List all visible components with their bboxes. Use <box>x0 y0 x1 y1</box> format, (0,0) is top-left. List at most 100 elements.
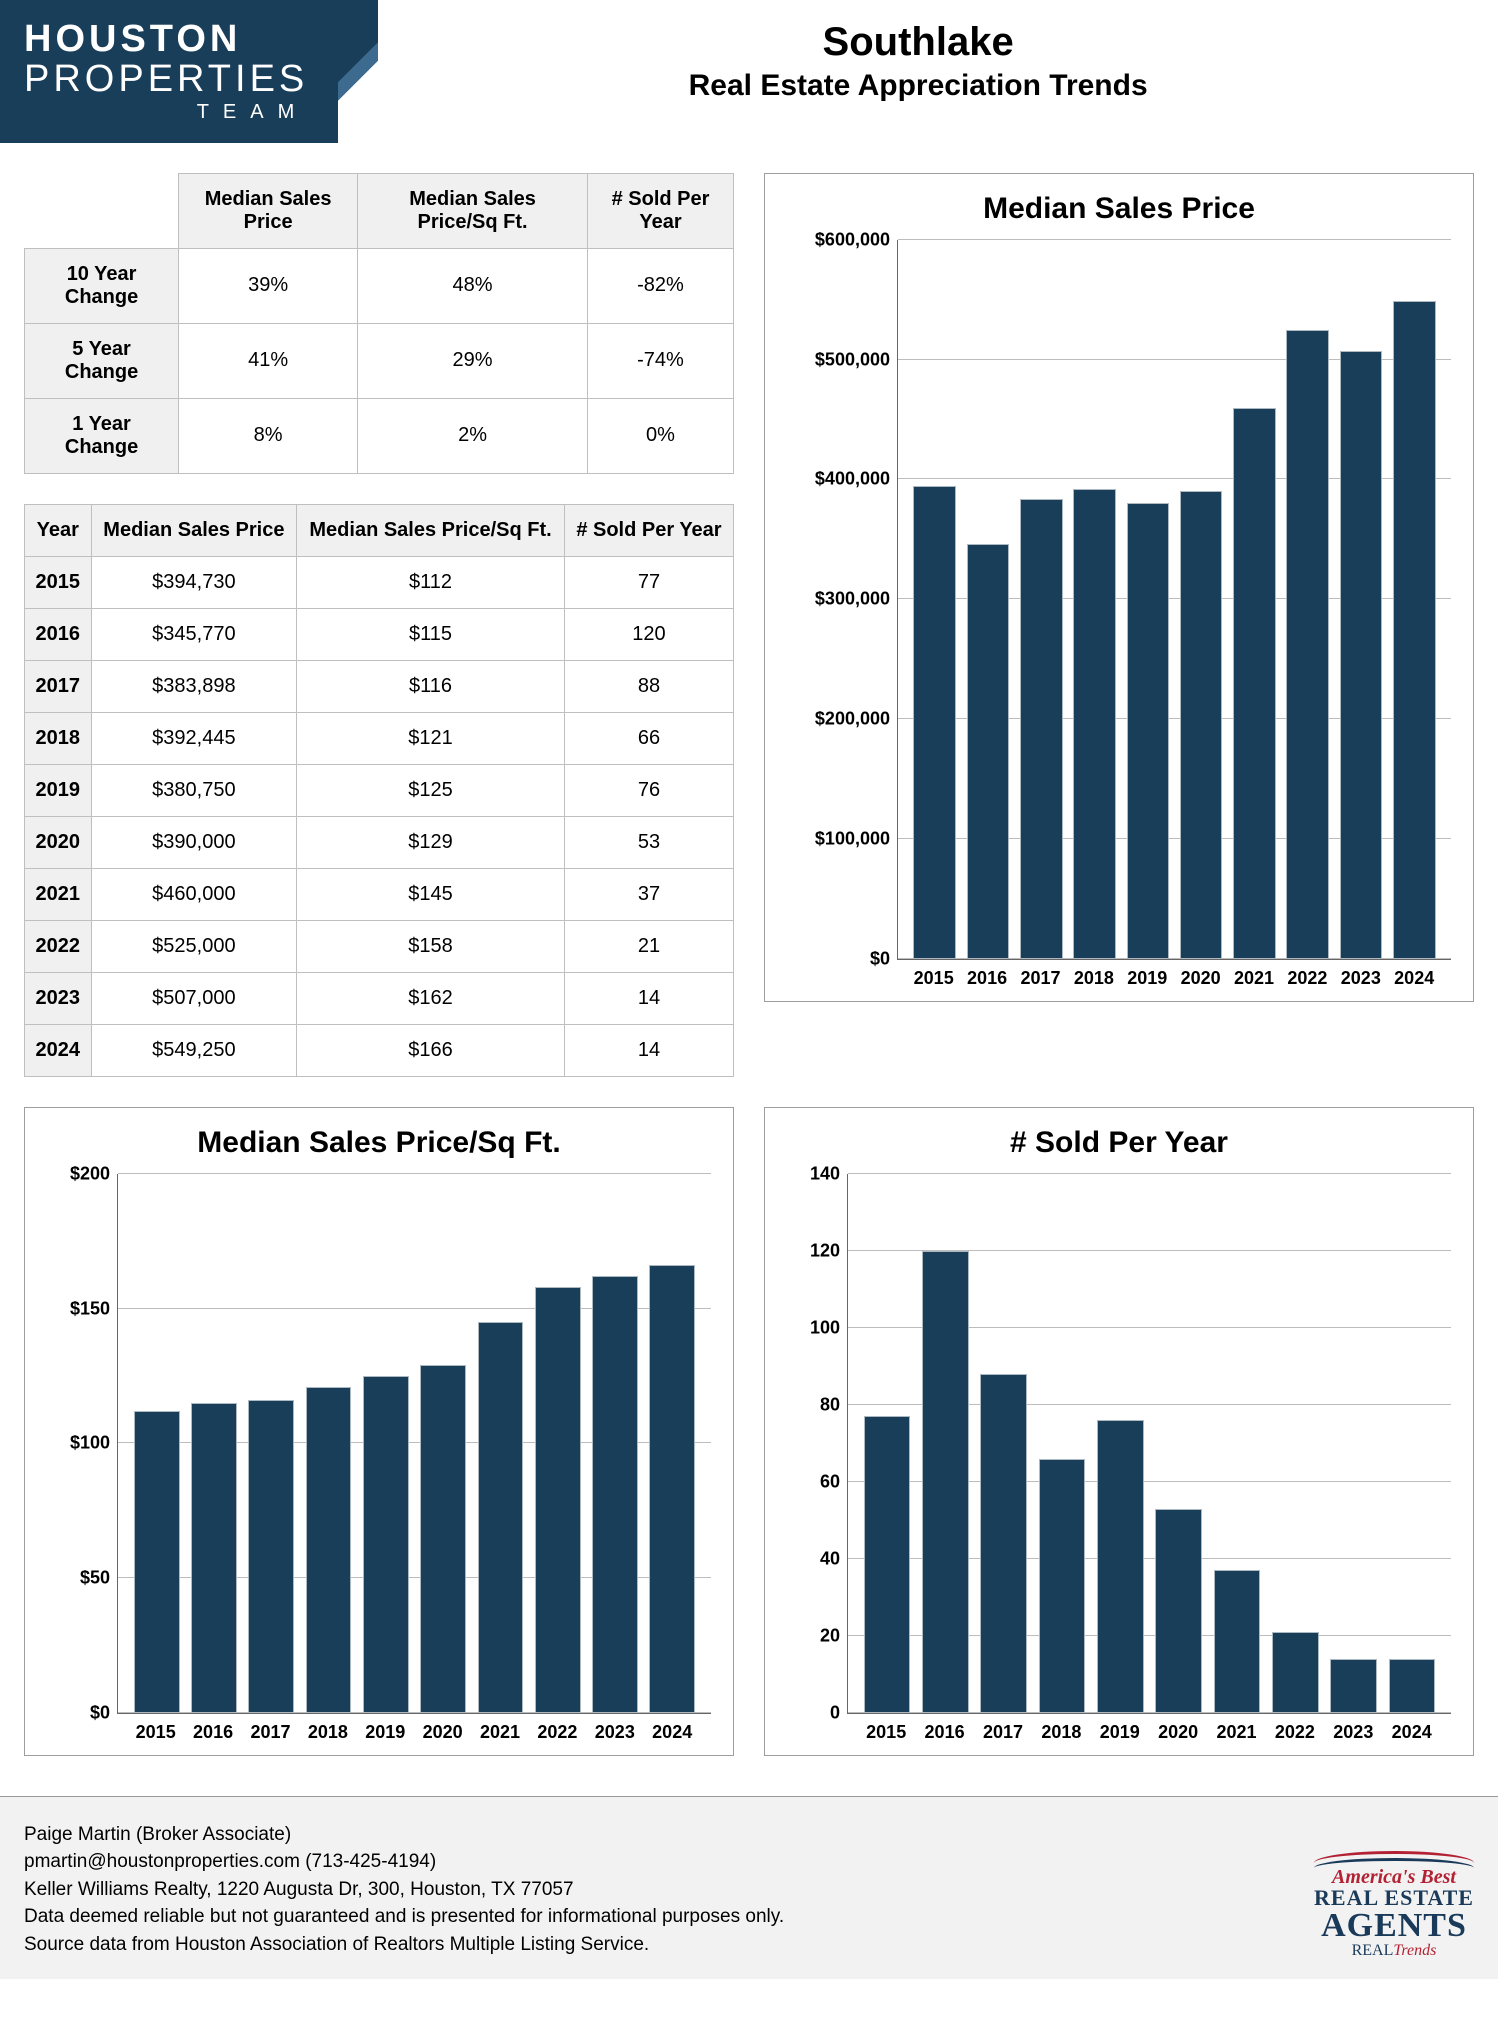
page-title: Southlake <box>338 20 1498 65</box>
bar <box>864 1416 911 1712</box>
cell-ppsf: 48% <box>358 248 588 323</box>
cell-price: $392,445 <box>91 712 297 764</box>
cell-ppsf: $116 <box>297 660 565 712</box>
y-tick-label: $400,000 <box>815 469 898 490</box>
cell-ppsf: 2% <box>358 398 588 473</box>
y-tick-label: 80 <box>820 1394 848 1415</box>
x-tick-label: 2020 <box>420 1722 466 1743</box>
cell-year: 2018 <box>25 712 92 764</box>
table-row: 10 Year Change39%48%-82% <box>25 248 734 323</box>
cell-year: 2019 <box>25 764 92 816</box>
bar <box>980 1374 1027 1713</box>
cell-ppsf: $121 <box>297 712 565 764</box>
x-tick-label: 2022 <box>534 1722 580 1743</box>
x-labels: 2015201620172018201920202021202220232024 <box>117 1714 711 1743</box>
x-tick-label: 2024 <box>1393 968 1436 989</box>
year-col-year: Year <box>25 504 92 556</box>
y-tick-label: $0 <box>870 948 898 969</box>
x-tick-label: 2017 <box>1019 968 1062 989</box>
x-tick-label: 2023 <box>1339 968 1382 989</box>
cell-year: 2020 <box>25 816 92 868</box>
bar <box>1039 1459 1086 1713</box>
badge-l4: REALTrends <box>1314 1943 1474 1959</box>
bar <box>248 1400 294 1713</box>
x-tick-label: 2019 <box>362 1722 408 1743</box>
table-row: 2018$392,445$12166 <box>25 712 734 764</box>
x-tick-label: 2015 <box>863 1722 910 1743</box>
bar <box>649 1265 695 1712</box>
y-tick-label: 20 <box>820 1625 848 1646</box>
bar <box>535 1287 581 1713</box>
cell-price: 39% <box>179 248 358 323</box>
x-labels: 2015201620172018201920202021202220232024 <box>847 1714 1451 1743</box>
x-tick-label: 2019 <box>1096 1722 1143 1743</box>
bar <box>1073 489 1116 959</box>
bar <box>1097 1420 1144 1713</box>
change-table: Median Sales Price Median Sales Price/Sq… <box>24 173 734 474</box>
cell-ppsf: $162 <box>297 972 565 1024</box>
y-tick-label: 140 <box>810 1163 848 1184</box>
y-tick-label: $100,000 <box>815 828 898 849</box>
y-tick-label: $200 <box>70 1163 118 1184</box>
badge-l2: REAL ESTATE <box>1314 1887 1474 1909</box>
cell-price: $507,000 <box>91 972 297 1024</box>
price-chart-title: Median Sales Price <box>787 192 1451 226</box>
y-tick-label: $150 <box>70 1298 118 1319</box>
x-tick-label: 2021 <box>477 1722 523 1743</box>
bars <box>118 1174 711 1713</box>
content: Median Sales Price Median Sales Price/Sq… <box>0 153 1498 1796</box>
cell-ppsf: $129 <box>297 816 565 868</box>
x-tick-label: 2020 <box>1179 968 1222 989</box>
ppsf-chart-panel: Median Sales Price/Sq Ft. $0$50$100$150$… <box>24 1107 734 1756</box>
bar <box>191 1403 237 1713</box>
bar <box>1127 503 1170 959</box>
bar <box>478 1322 524 1713</box>
cell-ppsf: $145 <box>297 868 565 920</box>
cell-price: 41% <box>179 323 358 398</box>
x-tick-label: 2016 <box>190 1722 236 1743</box>
y-tick-label: $0 <box>90 1702 118 1723</box>
year-table-body: 2015$394,730$112772016$345,770$115120201… <box>25 556 734 1076</box>
y-tick-label: $200,000 <box>815 709 898 730</box>
x-tick-label: 2020 <box>1155 1722 1202 1743</box>
footer-line: Source data from Houston Association of … <box>24 1931 784 1959</box>
cell-year: 2022 <box>25 920 92 972</box>
table-row: 2017$383,898$11688 <box>25 660 734 712</box>
x-tick-label: 2023 <box>592 1722 638 1743</box>
cell-price: $394,730 <box>91 556 297 608</box>
bar <box>363 1376 409 1713</box>
row-label: 5 Year Change <box>25 323 179 398</box>
header: HOUSTON PROPERTIES TEAM Southlake Real E… <box>0 0 1498 153</box>
cell-sold: 37 <box>564 868 733 920</box>
row-top: Median Sales Price Median Sales Price/Sq… <box>24 173 1474 1077</box>
page: HOUSTON PROPERTIES TEAM Southlake Real E… <box>0 0 1498 1979</box>
change-table-body: 10 Year Change39%48%-82%5 Year Change41%… <box>25 248 734 473</box>
cell-sold: 120 <box>564 608 733 660</box>
bar <box>1272 1632 1319 1713</box>
brand-logo: HOUSTON PROPERTIES TEAM <box>0 0 338 143</box>
cell-year: 2021 <box>25 868 92 920</box>
table-row: 2020$390,000$12953 <box>25 816 734 868</box>
cell-price: $390,000 <box>91 816 297 868</box>
y-tick-label: $100 <box>70 1433 118 1454</box>
y-tick-label: $300,000 <box>815 589 898 610</box>
cell-price: $460,000 <box>91 868 297 920</box>
bar <box>592 1276 638 1713</box>
table-row: 2022$525,000$15821 <box>25 920 734 972</box>
cell-price: $383,898 <box>91 660 297 712</box>
cell-year: 2016 <box>25 608 92 660</box>
x-tick-label: 2018 <box>1038 1722 1085 1743</box>
cell-price: 8% <box>179 398 358 473</box>
badge-l4a: REAL <box>1352 1942 1394 1959</box>
cell-price: $549,250 <box>91 1024 297 1076</box>
footer-line: Paige Martin (Broker Associate) <box>24 1821 784 1849</box>
cell-price: $380,750 <box>91 764 297 816</box>
cell-sold: 66 <box>564 712 733 764</box>
cell-sold: 77 <box>564 556 733 608</box>
year-col-sold: # Sold Per Year <box>564 504 733 556</box>
table-row: 2021$460,000$14537 <box>25 868 734 920</box>
badge-l4b: Trends <box>1393 1942 1436 1959</box>
x-tick-label: 2023 <box>1330 1722 1377 1743</box>
x-tick-label: 2018 <box>1073 968 1116 989</box>
cell-sold: 0% <box>588 398 734 473</box>
